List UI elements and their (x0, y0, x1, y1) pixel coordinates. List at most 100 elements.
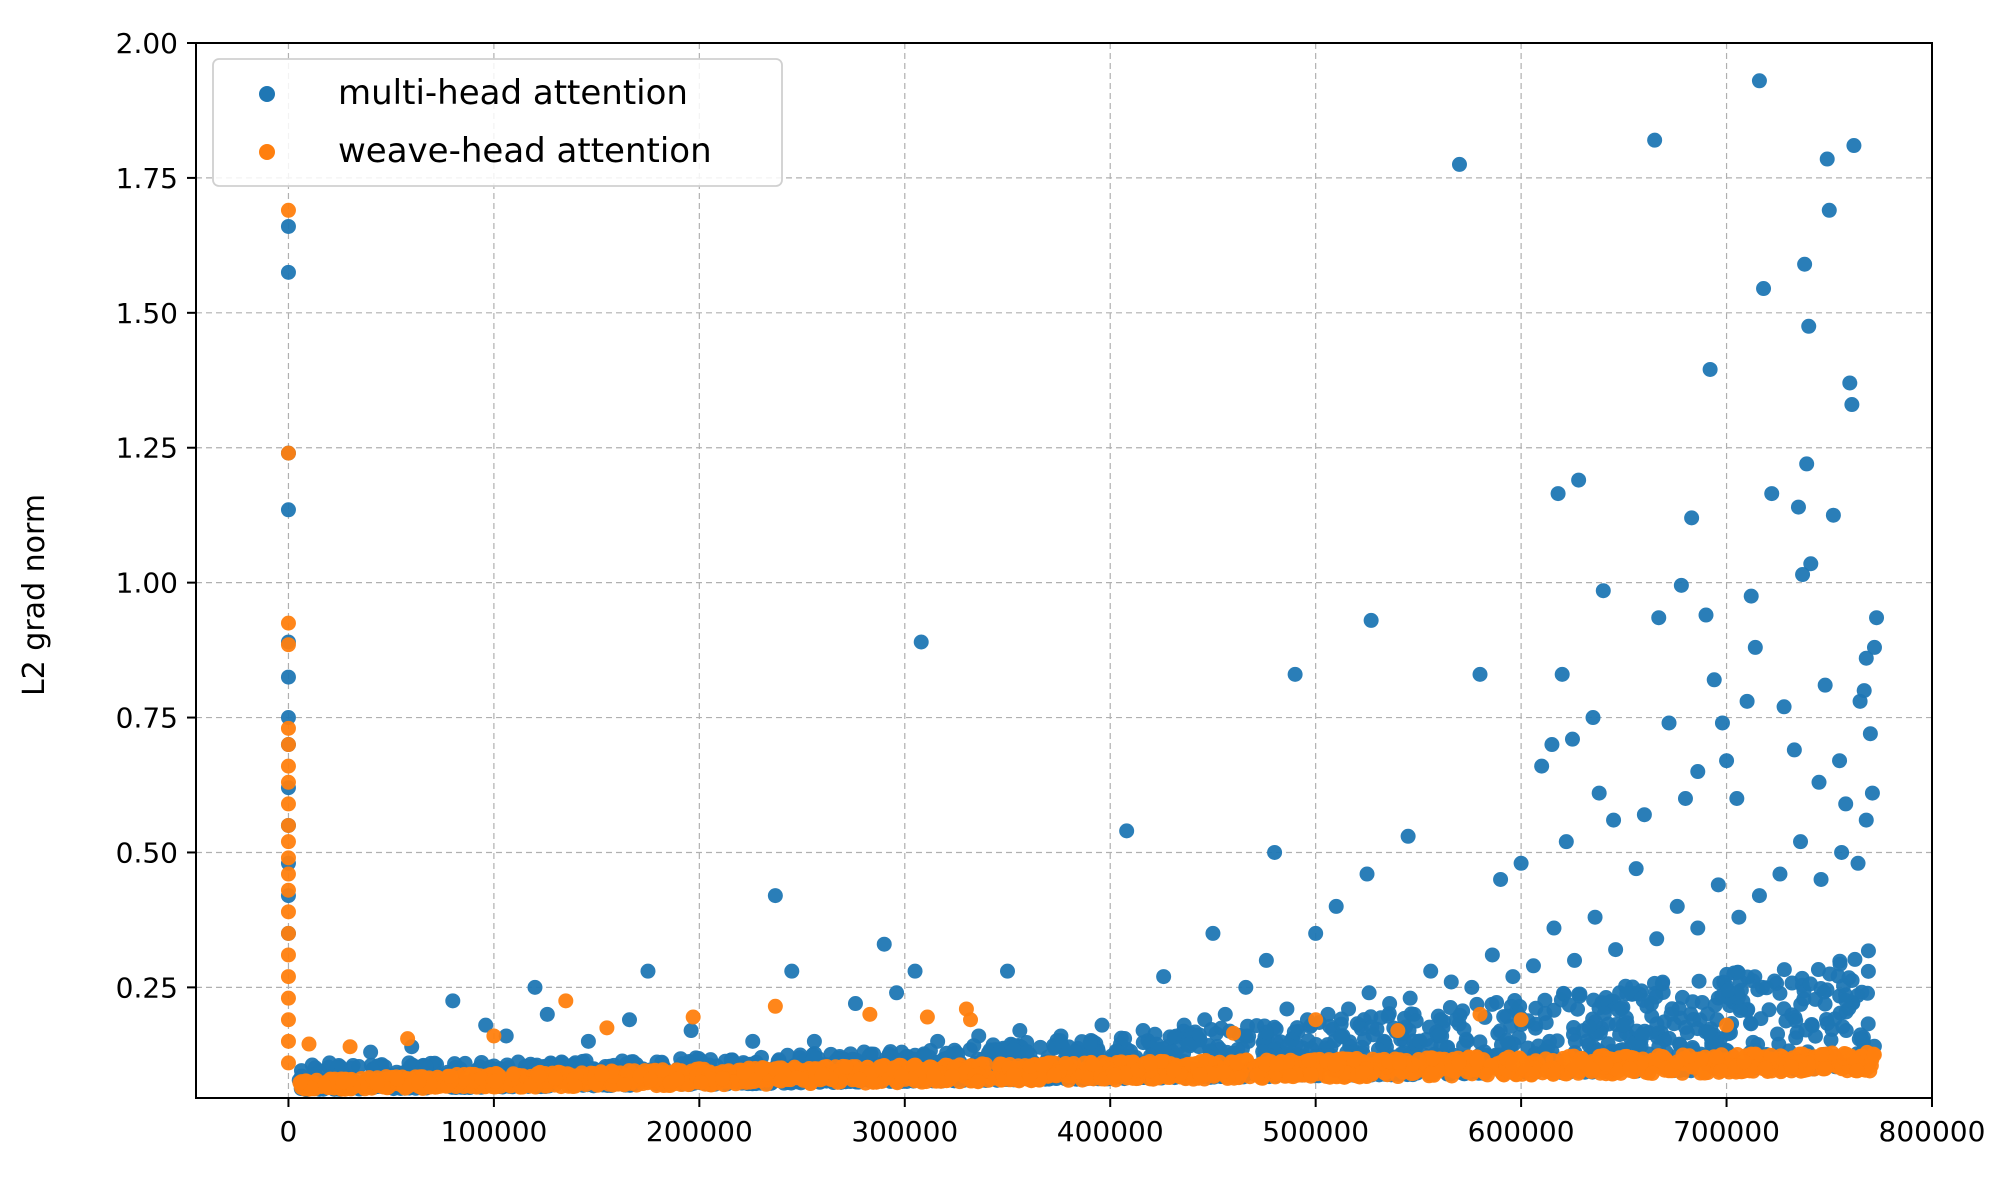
multi-head-point (1585, 710, 1601, 726)
weave-head-point (685, 1009, 701, 1025)
multi-head-point (1690, 764, 1706, 780)
multi-head-point (1811, 774, 1827, 790)
weave-head-point (669, 1071, 685, 1087)
multi-head-point (1546, 920, 1562, 936)
weave-head-point (1046, 1067, 1062, 1083)
multi-head-point (1534, 758, 1550, 774)
multi-head-point (1341, 1001, 1357, 1017)
multi-head-point (640, 963, 656, 979)
weave-head-point (852, 1071, 868, 1087)
multi-head-point (1564, 731, 1580, 747)
multi-head-point (1690, 920, 1706, 936)
multi-head-point (1850, 855, 1866, 871)
multi-head-point (1197, 1012, 1213, 1028)
multi-head-point (1832, 753, 1848, 769)
weave-head-point (1866, 1047, 1882, 1063)
weave-head-point (301, 1036, 317, 1052)
multi-head-point (1443, 974, 1459, 990)
x-tick-label: 500000 (1262, 1115, 1369, 1148)
multi-head-point (1156, 1041, 1172, 1057)
weave-head-point (655, 1062, 671, 1078)
multi-head-point (745, 1033, 761, 1049)
multi-head-point (1720, 982, 1736, 998)
multi-head-point (1838, 1023, 1854, 1039)
multi-head-point (1860, 1016, 1876, 1032)
multi-head-point (1472, 666, 1488, 682)
weave-head-point (754, 1061, 770, 1077)
weave-head-point (443, 1068, 459, 1084)
multi-head-point (981, 1045, 997, 1061)
multi-head-point (1825, 507, 1841, 523)
multi-head-point (1776, 1001, 1792, 1017)
x-tick-label: 0 (280, 1115, 298, 1148)
multi-head-point (1819, 151, 1835, 167)
multi-head-point (1691, 973, 1707, 989)
multi-head-point (930, 1033, 946, 1049)
multi-head-point (1549, 1033, 1565, 1049)
multi-head-point (866, 1046, 882, 1062)
multi-head-point (1418, 1032, 1434, 1048)
multi-head-point (889, 985, 905, 1001)
multi-head-point (1364, 1019, 1380, 1035)
weave-head-point (487, 1073, 503, 1089)
multi-head-point (1451, 156, 1467, 172)
multi-head-point (1606, 812, 1622, 828)
multi-head-point (1860, 963, 1876, 979)
multi-head-point (1803, 556, 1819, 572)
multi-head-point (1673, 577, 1689, 593)
weave-head-point (773, 1073, 789, 1089)
weave-head-point (906, 1057, 922, 1073)
multi-head-point (1759, 980, 1775, 996)
multi-head-point (1793, 834, 1809, 850)
x-tick-label: 300000 (851, 1115, 958, 1148)
multi-head-point (1135, 1035, 1151, 1051)
multi-head-point (1634, 1027, 1650, 1043)
weave-head-point (1469, 1053, 1485, 1069)
multi-head-point (1859, 985, 1875, 1001)
weave-head-point (963, 1012, 979, 1028)
multi-head-point (1842, 375, 1858, 391)
x-tick-label: 200000 (646, 1115, 753, 1148)
weave-head-point (1391, 1054, 1407, 1070)
multi-head-point (1238, 1028, 1254, 1044)
multi-head-point (1472, 1034, 1488, 1050)
multi-head-point (1484, 947, 1500, 963)
weave-head-point (280, 202, 296, 218)
multi-head-point (1647, 132, 1663, 148)
weave-head-point (280, 850, 296, 866)
weave-head-point (1697, 1065, 1713, 1081)
multi-head-point (1205, 925, 1221, 941)
multi-head-point (1714, 715, 1730, 731)
multi-head-point (1561, 997, 1577, 1013)
weave-head-point (970, 1074, 986, 1090)
multi-head-point (1571, 472, 1587, 488)
multi-head-point (1862, 726, 1878, 742)
multi-head-point (1719, 966, 1735, 982)
multi-head-point (1119, 823, 1135, 839)
weave-head-point (389, 1071, 405, 1087)
multi-head-point (1838, 796, 1854, 812)
multi-head-point (1866, 639, 1882, 655)
multi-head-point (1684, 510, 1700, 526)
multi-head-point (1747, 639, 1763, 655)
multi-head-point (1706, 672, 1722, 688)
weave-head-point (280, 737, 296, 753)
y-tick-label: 2.00 (116, 27, 178, 60)
weave-head-point (1425, 1051, 1441, 1067)
weave-head-point (1584, 1061, 1600, 1077)
y-tick-label: 1.75 (116, 162, 178, 195)
weave-head-point (893, 1068, 909, 1084)
weave-head-point (1355, 1064, 1371, 1080)
weave-head-point (316, 1078, 332, 1094)
weave-head-point (411, 1074, 427, 1090)
y-axis-label: L2 grad norm (17, 494, 52, 696)
multi-head-point (1094, 1017, 1110, 1033)
multi-head-point (1000, 963, 1015, 979)
multi-head-point (1596, 1006, 1612, 1022)
multi-head-point (1012, 1023, 1028, 1039)
weave-head-point (531, 1068, 547, 1084)
weave-head-point (862, 1006, 878, 1022)
weave-head-point (1327, 1057, 1343, 1073)
weave-head-point (1081, 1071, 1097, 1087)
